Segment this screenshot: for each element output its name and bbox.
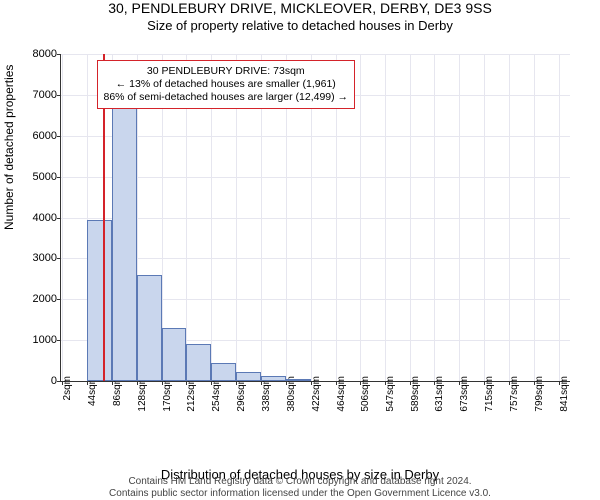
ytick-mark	[57, 299, 61, 300]
histogram-bar	[261, 376, 286, 381]
ytick-mark	[57, 95, 61, 96]
ytick-mark	[57, 340, 61, 341]
histogram-bar	[236, 372, 261, 381]
xtick-label: 170sqm	[162, 376, 173, 412]
xtick-label: 799sqm	[534, 376, 545, 412]
plot-area: 0100020003000400050006000700080002sqm44s…	[60, 54, 570, 422]
ytick-label: 4000	[23, 212, 57, 224]
gridline-v	[484, 54, 485, 381]
annotation-line: 30 PENDLEBURY DRIVE: 73sqm	[104, 65, 349, 78]
annotation-box: 30 PENDLEBURY DRIVE: 73sqm← 13% of detac…	[97, 60, 356, 109]
footer-line-1: Contains HM Land Registry data © Crown c…	[128, 476, 471, 487]
chart-title: 30, PENDLEBURY DRIVE, MICKLEOVER, DERBY,…	[0, 0, 600, 18]
gridline-v	[534, 54, 535, 381]
ytick-mark	[57, 54, 61, 55]
xtick-label: 2sqm	[62, 376, 73, 400]
ytick-mark	[57, 381, 61, 382]
chart-subtitle: Size of property relative to detached ho…	[0, 18, 600, 33]
xtick-label: 254sqm	[211, 376, 222, 412]
xtick-label: 338sqm	[261, 376, 272, 412]
ytick-label: 6000	[23, 130, 57, 142]
histogram-bar	[112, 105, 137, 381]
gridline-v	[385, 54, 386, 381]
ytick-label: 7000	[23, 89, 57, 101]
footer-line-2: Contains public sector information licen…	[109, 488, 491, 499]
xtick-label: 296sqm	[236, 376, 247, 412]
ytick-label: 2000	[23, 293, 57, 305]
gridline-v	[62, 54, 63, 381]
ytick-label: 3000	[23, 252, 57, 264]
gridline-v	[509, 54, 510, 381]
annotation-line: 86% of semi-detached houses are larger (…	[104, 91, 349, 104]
histogram-bar	[211, 363, 236, 381]
histogram-bar	[137, 275, 162, 381]
plot: 0100020003000400050006000700080002sqm44s…	[60, 54, 570, 382]
xtick-label: 841sqm	[559, 376, 570, 412]
gridline-v	[459, 54, 460, 381]
ytick-label: 1000	[23, 334, 57, 346]
histogram-bar	[87, 220, 112, 381]
histogram-bar	[162, 328, 187, 381]
xtick-label: 212sqm	[186, 376, 197, 412]
histogram-bar	[186, 344, 211, 381]
ytick-mark	[57, 177, 61, 178]
histogram-bar	[286, 379, 311, 381]
ytick-label: 0	[23, 375, 57, 387]
ytick-label: 8000	[23, 48, 57, 60]
xtick-label: 422sqm	[311, 376, 322, 412]
y-axis-label: Number of detached properties	[2, 65, 16, 230]
xtick-label: 464sqm	[336, 376, 347, 412]
xtick-label: 547sqm	[385, 376, 396, 412]
chart-footer: Contains HM Land Registry data © Crown c…	[0, 476, 600, 499]
ytick-label: 5000	[23, 171, 57, 183]
ytick-mark	[57, 258, 61, 259]
xtick-label: 631sqm	[434, 376, 445, 412]
xtick-label: 757sqm	[509, 376, 520, 412]
xtick-label: 715sqm	[484, 376, 495, 412]
xtick-label: 589sqm	[410, 376, 421, 412]
gridline-v	[559, 54, 560, 381]
xtick-label: 380sqm	[286, 376, 297, 412]
gridline-v	[434, 54, 435, 381]
ytick-mark	[57, 136, 61, 137]
xtick-label: 128sqm	[137, 376, 148, 412]
gridline-v	[360, 54, 361, 381]
gridline-v	[410, 54, 411, 381]
xtick-label: 506sqm	[360, 376, 371, 412]
ytick-mark	[57, 218, 61, 219]
annotation-line: ← 13% of detached houses are smaller (1,…	[104, 78, 349, 91]
xtick-label: 673sqm	[459, 376, 470, 412]
